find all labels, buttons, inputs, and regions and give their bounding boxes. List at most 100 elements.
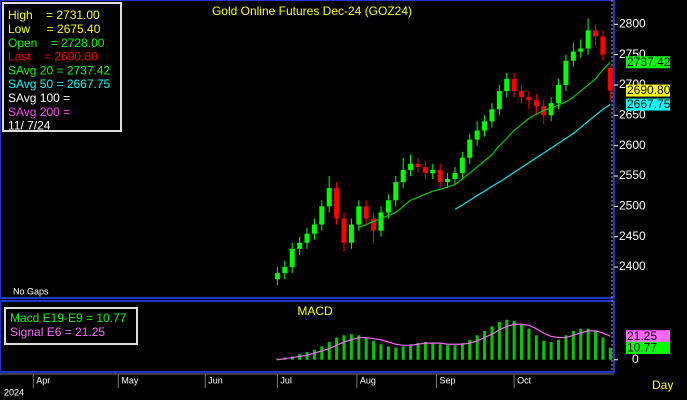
y-tick-label: 2550 <box>619 168 646 182</box>
macd-bar <box>349 334 353 360</box>
price-marker <box>626 330 670 343</box>
candle-body <box>274 273 280 280</box>
macd-bar <box>416 343 420 360</box>
macd-bar <box>571 330 575 360</box>
info-line: Last = 2690.80 <box>8 50 98 64</box>
macd-bar <box>401 346 405 360</box>
macd-bar <box>468 339 472 360</box>
candle-body <box>489 109 495 122</box>
price-marker <box>626 98 670 111</box>
x-tick-label: Oct <box>517 375 532 385</box>
macd-bar <box>453 345 457 360</box>
price-marker-label: 2667.75 <box>627 97 671 111</box>
candle-body <box>363 206 369 219</box>
macd-legend-box <box>4 307 138 345</box>
macd-bar <box>549 342 553 360</box>
info-line: SAvg 20 = 2737.42 <box>8 63 111 77</box>
line <box>358 61 611 229</box>
macd-bar <box>608 347 612 360</box>
macd-bar <box>505 319 509 360</box>
candle-body <box>445 179 451 183</box>
macd-bar <box>423 342 427 360</box>
x-tick-label: Apr <box>36 375 50 385</box>
period-label: Day <box>652 378 673 392</box>
info-line: SAvg 200 = <box>8 105 70 119</box>
info-line: Open = 2728.00 <box>8 36 105 50</box>
panel-title: MACD <box>297 304 333 318</box>
candle-body <box>415 163 421 167</box>
candle-body <box>422 166 428 173</box>
candle-body <box>437 169 443 183</box>
candle-body <box>326 188 332 207</box>
candle-body <box>548 103 554 116</box>
macd-bar <box>557 339 561 360</box>
y-tick-label: 0 <box>632 352 639 366</box>
info-line: 11/ 7/24 <box>8 119 51 133</box>
macd-bar <box>364 337 368 360</box>
candle-body <box>474 130 480 140</box>
candle-body <box>607 67 613 91</box>
price-marker-label: 2737.42 <box>627 55 671 69</box>
candle-body <box>533 100 539 107</box>
macd-bar <box>490 326 494 360</box>
macd-bar <box>409 344 413 360</box>
candle-body <box>482 121 488 131</box>
candle-body <box>526 97 532 101</box>
candle-body <box>348 224 354 243</box>
macd-bar <box>564 335 568 360</box>
y-tick-label: 2450 <box>619 229 646 243</box>
macd-bar <box>394 347 398 360</box>
price-marker-label: 21.25 <box>627 329 657 343</box>
macd-bar <box>594 330 598 360</box>
y-tick-label: 2400 <box>619 259 646 273</box>
macd-bar <box>342 335 346 360</box>
year-label: 2024 <box>4 387 24 397</box>
info-line: SAvg 100 = <box>8 91 70 105</box>
macd-bar <box>542 340 546 360</box>
line <box>277 323 611 361</box>
x-tick-label: Jul <box>280 375 292 385</box>
price-marker-label: 2690.80 <box>627 83 671 97</box>
candle-body <box>570 51 576 61</box>
candle-body <box>585 30 591 49</box>
candle-body <box>282 267 288 274</box>
candle-body <box>600 36 606 55</box>
candle-body <box>467 139 473 158</box>
candle-body <box>297 242 303 249</box>
candle-body <box>593 30 599 37</box>
macd-bar <box>534 335 538 360</box>
annotation: No Gaps <box>13 286 49 296</box>
macd-bar <box>379 344 383 360</box>
macd-bar <box>601 337 605 360</box>
candle-body <box>511 78 517 92</box>
y-tick-label: 2500 <box>619 199 646 213</box>
macd-bar <box>460 343 464 360</box>
macd-bar <box>357 335 361 360</box>
candle-body <box>400 169 406 183</box>
y-tick-label: 2600 <box>619 138 646 152</box>
candle-body <box>408 163 414 170</box>
candle-body <box>319 206 325 225</box>
macd-bar <box>320 346 324 360</box>
y-tick-label: 2800 <box>619 16 646 30</box>
candle-body <box>519 91 525 98</box>
macd-bar <box>327 342 331 360</box>
candle-body <box>356 206 362 225</box>
price-marker <box>626 56 670 69</box>
candle-body <box>371 218 377 231</box>
candle-body <box>304 233 310 243</box>
x-tick-label: Jun <box>208 375 223 385</box>
macd-bar <box>520 324 524 360</box>
candle-body <box>578 48 584 52</box>
macd-bar <box>512 320 516 360</box>
candle-body <box>563 60 569 85</box>
macd-bar <box>335 337 339 360</box>
candle-body <box>496 91 502 110</box>
info-line: Low = 2675.40 <box>8 22 101 36</box>
y-tick-label: 2650 <box>619 107 646 121</box>
candle-body <box>393 182 399 201</box>
x-tick-label: Aug <box>360 375 376 385</box>
macd-bar <box>483 330 487 360</box>
chart-title: Gold Online Futures Dec-24 (GOZ24) <box>212 4 412 18</box>
macd-bar <box>475 335 479 360</box>
